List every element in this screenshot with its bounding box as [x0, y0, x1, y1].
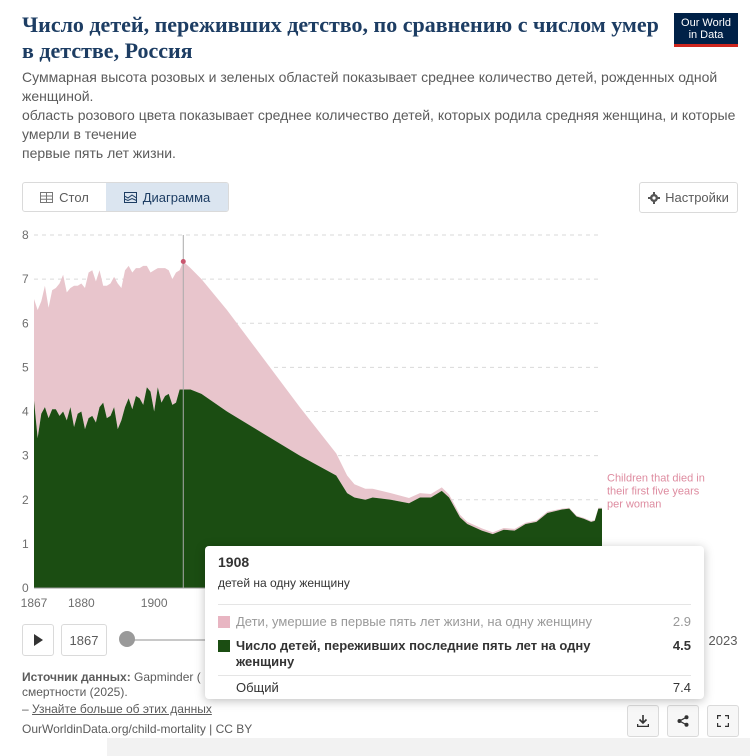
tooltip-died-label: Дети, умершие в первые пять лет жизни, н… — [236, 614, 592, 629]
y-tick-label: 7 — [22, 272, 29, 286]
tab-chart-label: Диаграмма — [142, 189, 211, 205]
gear-icon — [648, 191, 661, 204]
y-tick-label: 4 — [22, 405, 29, 419]
source-text-2: смертности (2025). — [22, 685, 128, 699]
tooltip-total-value: 7.4 — [672, 680, 691, 695]
died-swatch — [218, 616, 230, 628]
timeline-end-year[interactable]: 2023 — [708, 632, 738, 648]
tooltip-unit: детей на одну женщину — [218, 576, 350, 590]
table-icon — [40, 191, 54, 203]
source-note: Источник данных: Gapminder ( смертности … — [22, 670, 207, 700]
chart-subtitle: Суммарная высота розовых и зеленых облас… — [22, 68, 737, 163]
survived-swatch — [218, 640, 230, 652]
play-icon — [34, 634, 43, 646]
play-button[interactable] — [22, 624, 54, 656]
footer-bar — [107, 738, 750, 756]
x-tick-label: 1867 — [21, 596, 48, 607]
owid-logo[interactable]: Our World in Data — [674, 13, 738, 47]
tooltip-row-survived: Число детей, переживших последние пять л… — [218, 637, 691, 671]
download-button[interactable] — [627, 705, 659, 737]
learn-more: – Узнайте больше об этих данных — [22, 702, 212, 716]
timeline-start-year[interactable]: 1867 — [61, 624, 107, 656]
source-label: Источник данных: — [22, 670, 131, 684]
logo-line1: Our World — [681, 17, 731, 29]
tooltip-row-died: Дети, умершие в первые пять лет жизни, н… — [218, 613, 691, 631]
died-series-label: their first five years — [607, 486, 700, 498]
subtitle-line-1: Суммарная высота розовых и зеленых облас… — [22, 69, 718, 104]
y-tick-label: 1 — [22, 537, 29, 551]
area-chart[interactable]: 0 1 2 3 4 5 6 7 8 1867 1880 1900 Children that died … — [0, 222, 750, 607]
share-icon — [677, 715, 689, 727]
tooltip-row-total: Общий 7.4 — [218, 675, 691, 697]
tooltip-survived-label: Число детей, переживших последние пять л… — [236, 638, 591, 669]
died-series-label: Children that died in — [607, 473, 705, 485]
chart-icon — [123, 191, 137, 203]
settings-label: Настройки — [665, 190, 729, 205]
y-tick-label: 8 — [22, 228, 29, 242]
tooltip-total-label: Общий — [236, 680, 279, 695]
y-tick-label: 0 — [22, 581, 29, 595]
settings-button[interactable]: Настройки — [639, 182, 738, 213]
x-tick-label: 1900 — [141, 596, 168, 607]
y-tick-label: 2 — [22, 493, 29, 507]
tab-chart[interactable]: Диаграмма — [106, 183, 228, 211]
survived-area — [34, 387, 602, 588]
tooltip-year: 1908 — [218, 554, 250, 570]
y-tick-label: 5 — [22, 360, 29, 374]
tooltip: 1908 детей на одну женщину Дети, умершие… — [205, 546, 704, 699]
fullscreen-icon — [717, 715, 729, 727]
died-series-label: per woman — [607, 499, 661, 511]
download-icon — [637, 715, 649, 727]
footer-license[interactable]: OurWorldinData.org/child-mortality | CC … — [22, 722, 253, 736]
view-tabs: Стол Диаграмма — [22, 182, 229, 212]
subtitle-line-2: область розового цвета показывает средне… — [22, 107, 736, 142]
y-tick-label: 3 — [22, 449, 29, 463]
share-button[interactable] — [667, 705, 699, 737]
timeline-track[interactable] — [127, 639, 207, 641]
logo-line2: in Data — [688, 29, 724, 41]
tab-table-label: Стол — [59, 189, 89, 205]
source-text: Gapminder ( — [134, 670, 201, 684]
hover-point — [180, 258, 186, 264]
tooltip-died-value: 2.9 — [672, 614, 691, 629]
y-tick-label: 6 — [22, 316, 29, 330]
learn-more-link[interactable]: Узнайте больше об этих данных — [32, 702, 212, 716]
died-area — [34, 261, 602, 535]
timeline-handle[interactable] — [119, 631, 135, 647]
chart-title: Число детей, переживших детство, по срав… — [22, 12, 659, 63]
tab-table[interactable]: Стол — [23, 183, 106, 211]
x-tick-label: 1880 — [68, 596, 95, 607]
subtitle-line-3: первые пять лет жизни. — [22, 145, 176, 161]
tooltip-survived-value: 4.5 — [672, 638, 691, 653]
learn-more-prefix: – — [22, 702, 33, 716]
fullscreen-button[interactable] — [707, 705, 739, 737]
